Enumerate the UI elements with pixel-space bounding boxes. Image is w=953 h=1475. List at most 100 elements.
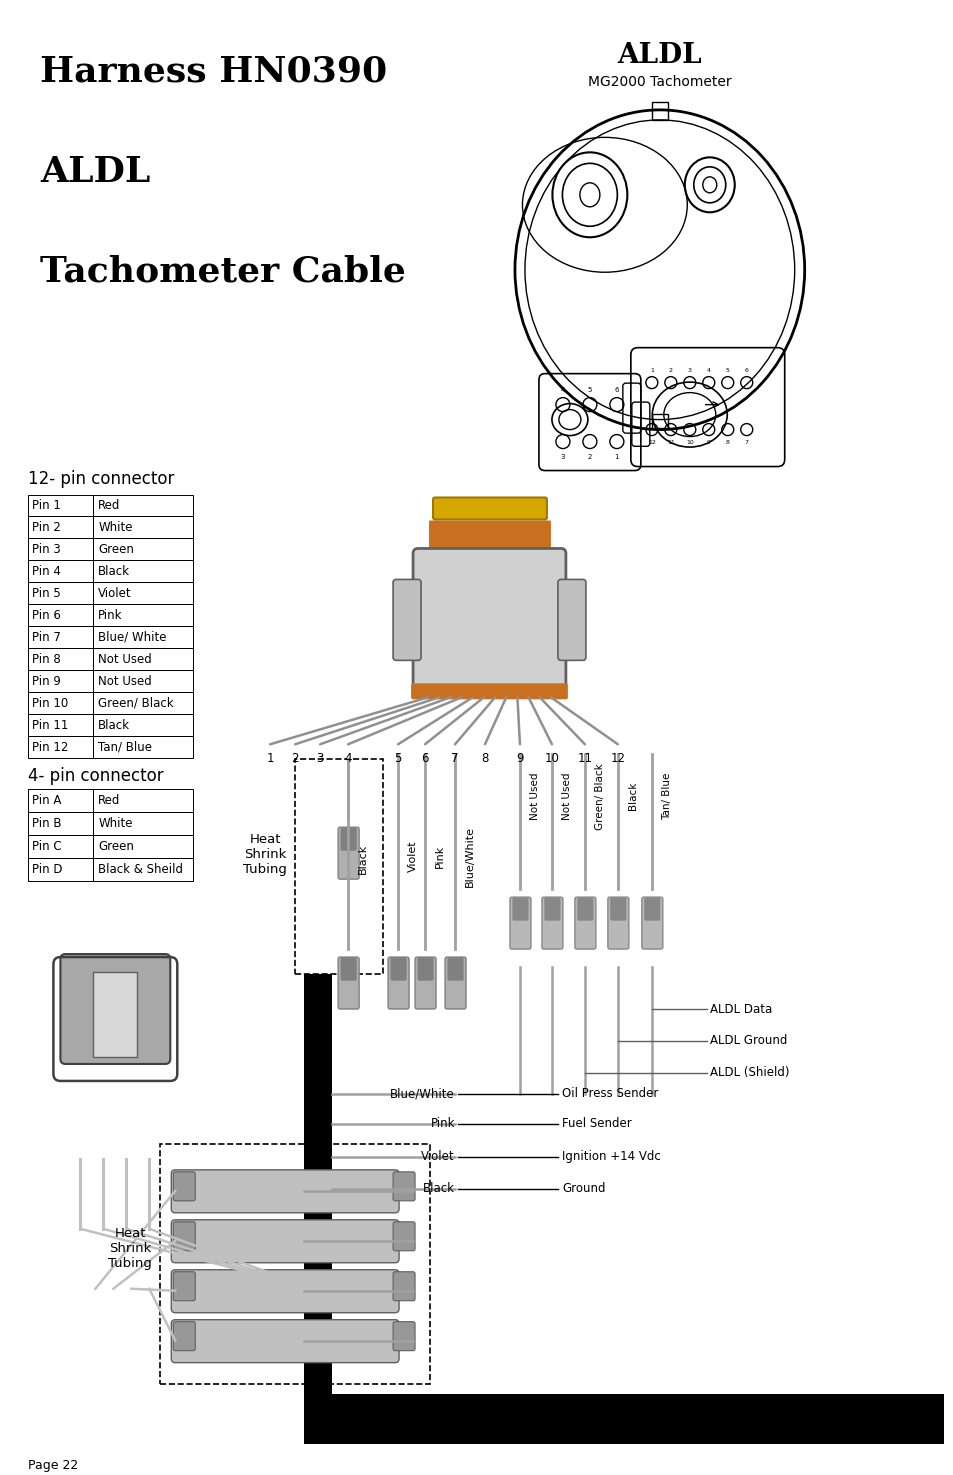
Text: Not Used: Not Used (98, 676, 152, 687)
Text: Black: Black (98, 565, 131, 578)
Text: 2: 2 (291, 752, 298, 766)
Text: Pin 10: Pin 10 (32, 696, 69, 709)
Bar (93, 670, 193, 692)
Text: Pin 11: Pin 11 (32, 718, 69, 732)
Bar (93, 714, 193, 736)
FancyBboxPatch shape (71, 999, 159, 1015)
Text: 1: 1 (649, 367, 653, 373)
FancyBboxPatch shape (393, 1322, 415, 1351)
FancyBboxPatch shape (541, 897, 562, 948)
Text: 8: 8 (725, 440, 729, 444)
Text: 9: 9 (516, 752, 523, 766)
Text: Pin 4: Pin 4 (32, 565, 61, 578)
Text: 10: 10 (685, 440, 693, 444)
Text: Pin 8: Pin 8 (32, 653, 61, 665)
Text: 8: 8 (481, 752, 488, 766)
Text: Pin A: Pin A (32, 794, 62, 807)
Text: Black: Black (357, 844, 368, 875)
Text: ALDL: ALDL (40, 155, 151, 189)
Bar (93, 972, 137, 1058)
Text: Violet: Violet (421, 1150, 455, 1164)
FancyBboxPatch shape (393, 1171, 415, 1201)
Bar (29, 560, 93, 583)
Text: 2: 2 (668, 367, 672, 373)
Bar (29, 858, 93, 881)
Bar (304, 1394, 943, 1444)
Text: ALDL: ALDL (617, 41, 701, 69)
Text: ALDL Data: ALDL Data (709, 1003, 771, 1015)
Text: Pink: Pink (430, 1118, 455, 1130)
Text: ALDL Ground: ALDL Ground (709, 1034, 786, 1047)
FancyBboxPatch shape (448, 959, 462, 979)
Text: Pin 7: Pin 7 (32, 631, 61, 645)
FancyBboxPatch shape (172, 1270, 398, 1313)
Text: B: B (99, 1149, 107, 1159)
Text: Wire Jacket: Wire Jacket (719, 1410, 789, 1423)
Text: MG2000 Tachometer: MG2000 Tachometer (587, 75, 731, 88)
Bar (93, 813, 193, 835)
Text: White: White (98, 817, 132, 830)
Bar (29, 813, 93, 835)
FancyBboxPatch shape (393, 1221, 415, 1251)
Bar (651, 102, 667, 119)
Text: ALDL (Shield): ALDL (Shield) (709, 1066, 788, 1080)
FancyBboxPatch shape (337, 957, 358, 1009)
FancyBboxPatch shape (575, 897, 596, 948)
Text: Green/ Black: Green/ Black (98, 696, 173, 709)
Bar (29, 538, 93, 560)
Text: 1: 1 (614, 453, 618, 460)
FancyBboxPatch shape (71, 971, 159, 987)
FancyBboxPatch shape (341, 959, 355, 979)
Text: Black: Black (627, 782, 638, 810)
Text: Green: Green (98, 543, 134, 556)
Text: Not Used: Not Used (98, 653, 152, 665)
Text: 3: 3 (316, 752, 323, 766)
FancyBboxPatch shape (60, 954, 171, 1063)
Bar (29, 627, 93, 649)
Bar (93, 789, 193, 813)
Text: Fuel Sender: Fuel Sender (561, 1118, 631, 1130)
Bar (93, 560, 193, 583)
Bar (93, 516, 193, 538)
Text: 5: 5 (394, 752, 401, 766)
Text: D: D (145, 1149, 153, 1159)
Text: Pin 6: Pin 6 (32, 609, 61, 622)
Bar (93, 692, 193, 714)
FancyBboxPatch shape (173, 1271, 195, 1301)
Text: 4: 4 (560, 386, 564, 392)
Text: 1: 1 (266, 752, 274, 766)
FancyBboxPatch shape (641, 897, 662, 948)
Text: Tan/ Blue: Tan/ Blue (661, 773, 671, 820)
FancyBboxPatch shape (71, 985, 159, 1002)
Text: Pin B: Pin B (32, 817, 62, 830)
Text: Heat
Shrink
Tubing: Heat Shrink Tubing (109, 1227, 152, 1270)
Text: 3: 3 (687, 367, 691, 373)
Bar (29, 714, 93, 736)
Text: 12- pin connector: 12- pin connector (29, 469, 174, 488)
Text: Red: Red (98, 794, 121, 807)
FancyBboxPatch shape (578, 898, 592, 920)
Text: Violet: Violet (408, 841, 417, 872)
Text: Pin 1: Pin 1 (32, 499, 61, 512)
FancyBboxPatch shape (393, 1271, 415, 1301)
FancyBboxPatch shape (429, 531, 550, 541)
Bar (93, 649, 193, 670)
FancyBboxPatch shape (429, 540, 550, 552)
Text: 10: 10 (544, 752, 558, 766)
FancyBboxPatch shape (558, 580, 585, 661)
Text: Pin 2: Pin 2 (32, 521, 61, 534)
Text: 4: 4 (706, 367, 710, 373)
Bar (29, 692, 93, 714)
Bar (294, 760, 383, 974)
FancyBboxPatch shape (607, 897, 628, 948)
Text: White: White (98, 521, 132, 534)
Text: Pin D: Pin D (32, 863, 63, 876)
Text: Green: Green (98, 841, 134, 853)
Text: Pink: Pink (435, 845, 445, 867)
Text: Blue/ White: Blue/ White (98, 631, 167, 645)
Text: 4- pin connector: 4- pin connector (29, 767, 164, 785)
FancyBboxPatch shape (172, 1220, 398, 1263)
Text: 11: 11 (577, 752, 592, 766)
Text: 11: 11 (666, 440, 674, 444)
FancyBboxPatch shape (644, 898, 659, 920)
